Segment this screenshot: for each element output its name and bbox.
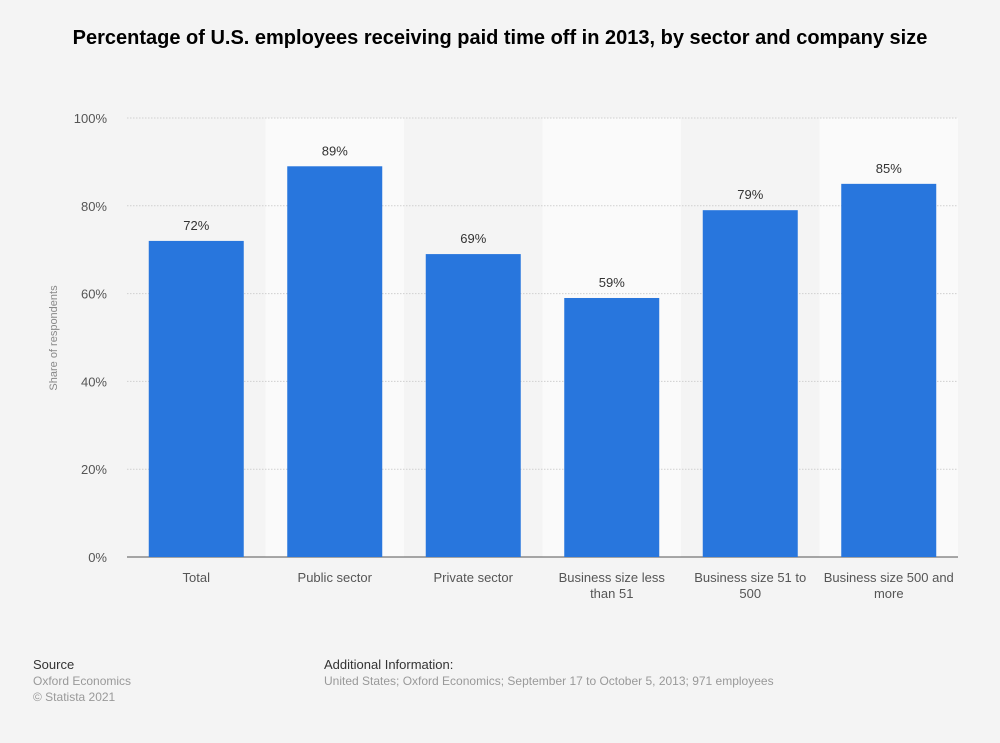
bar [702, 210, 798, 557]
y-tick-label: 20% [81, 462, 107, 477]
bar [564, 297, 660, 557]
x-tick-label: Total [183, 570, 211, 585]
source-line: Oxford Economics [33, 674, 132, 688]
data-label: 89% [322, 143, 348, 158]
x-tick-label: Public sector [298, 570, 373, 585]
source-heading: Source [33, 657, 75, 672]
y-tick-label: 0% [88, 550, 107, 565]
data-label: 85% [876, 161, 902, 176]
bar [425, 254, 521, 557]
x-tick-label: Business size 500 and more [824, 570, 954, 601]
x-tick-label: Business size less than 51 [559, 570, 666, 601]
data-label: 59% [599, 275, 625, 290]
bar [148, 240, 244, 558]
additional-info-block: Additional Information: United States; O… [324, 657, 774, 689]
bar-chart: 0% 20% 40% 60% 80% 100% Share of respondents 72… [48, 111, 958, 601]
additional-info-heading: Additional Information: [324, 657, 454, 672]
data-label: 79% [737, 187, 763, 202]
x-tick-label: Business size 51 to 500 [694, 570, 806, 601]
x-tick-label: Private sector [434, 570, 514, 585]
bar [287, 166, 383, 558]
source-block: Source Oxford Economics © Statista 2021 [33, 657, 131, 705]
y-axis-label: Share of respondents [48, 285, 60, 391]
y-tick-label: 60% [81, 287, 107, 302]
additional-info-text: United States; Oxford Economics; Septemb… [324, 674, 774, 688]
data-label: 69% [460, 231, 486, 246]
y-tick-label: 80% [81, 199, 107, 214]
chart-title: Percentage of U.S. employees receiving p… [72, 27, 928, 49]
y-tick-label: 100% [74, 111, 108, 126]
data-label: 72% [183, 218, 209, 233]
y-tick-label: 40% [81, 374, 107, 389]
copyright-line: © Statista 2021 [33, 690, 116, 704]
bar [841, 183, 937, 557]
